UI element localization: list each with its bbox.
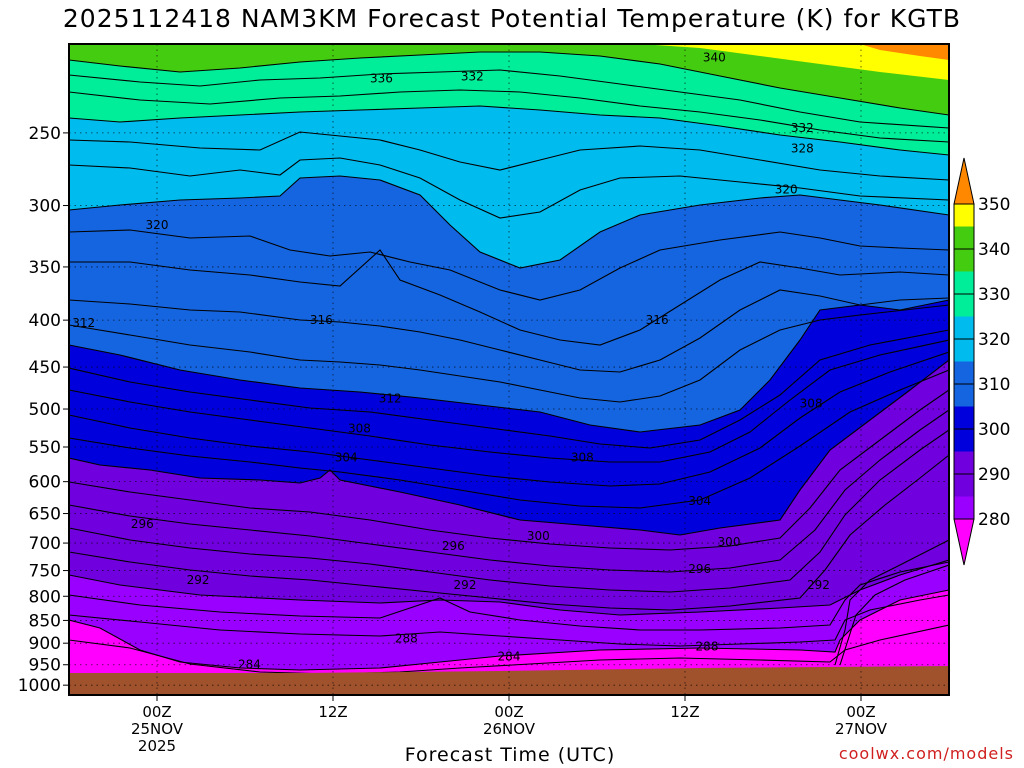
- y-tick-label: 450: [29, 358, 61, 378]
- colorbar-segment: [954, 429, 974, 452]
- gridlines: [69, 44, 949, 695]
- colorbar-label: 330: [978, 285, 1010, 305]
- contour-label: 284: [238, 658, 261, 672]
- y-tick-label: 350: [29, 258, 61, 278]
- colorbar-segment: [954, 361, 974, 384]
- contour-label: 308: [571, 451, 594, 465]
- y-tick-label: 700: [29, 534, 61, 554]
- y-tick-label: 1000: [18, 676, 61, 696]
- colorbar-segment: [954, 474, 974, 497]
- x-tick-label: 00Z: [846, 703, 875, 721]
- contour-label: 300: [527, 529, 550, 543]
- colorbar-max-arrow: [953, 157, 975, 205]
- contour-label: 340: [703, 51, 726, 65]
- terrain-edge: [69, 666, 949, 673]
- band-350: [860, 44, 949, 60]
- contour-label: 284: [498, 649, 521, 663]
- colorbar-segment: [954, 271, 974, 294]
- colorbar-label: 310: [978, 375, 1010, 395]
- contour-label: 288: [395, 632, 418, 646]
- contour-label: 332: [791, 121, 814, 135]
- contour-label: 312: [379, 392, 402, 406]
- colorbar-segment: [954, 496, 974, 519]
- colorbar-segment: [954, 339, 974, 362]
- chart-title: 2025112418 NAM3KM Forecast Potential Tem…: [62, 4, 962, 33]
- y-tick-label: 250: [29, 124, 61, 144]
- colorbar-label: 290: [978, 465, 1010, 485]
- contour-label: 316: [310, 313, 333, 327]
- contour-label: 332: [461, 69, 484, 83]
- x-tick-label: 27NOV: [835, 720, 888, 738]
- colorbar-min-arrow: [953, 518, 975, 566]
- contour-label: 292: [807, 578, 830, 592]
- contour-label: 292: [454, 578, 477, 592]
- y-tick-label: 300: [29, 197, 61, 217]
- y-tick-label: 500: [29, 400, 61, 420]
- band-340: [640, 44, 949, 80]
- contour-label: 328: [791, 142, 814, 156]
- y-tick-label: 850: [29, 611, 61, 631]
- y-tick-label: 950: [29, 656, 61, 676]
- contour-label: 308: [800, 396, 823, 410]
- contour-label: 296: [442, 539, 465, 553]
- contour-label: 304: [335, 451, 358, 465]
- contour-labels: 340 336 332 332 328 320 320 316 316 312 312 308 308 3…: [72, 51, 830, 672]
- x-tick-label: 12Z: [670, 703, 699, 721]
- x-tick-label: 26NOV: [483, 720, 536, 738]
- colorbar-label: 300: [978, 420, 1010, 440]
- contour-label: 320: [775, 182, 798, 196]
- colorbar-segment: [954, 384, 974, 407]
- y-tick-label: 550: [29, 438, 61, 458]
- contour-label: 296: [131, 517, 154, 531]
- contour-label: 320: [146, 218, 169, 232]
- y-tick-label: 750: [29, 562, 61, 582]
- y-tick-label: 800: [29, 587, 61, 607]
- colorbar-segment: [954, 294, 974, 317]
- colorbar-segment: [954, 451, 974, 474]
- colorbar-label: 340: [978, 240, 1010, 260]
- contour-label: 316: [646, 313, 669, 327]
- colorbar-label: 350: [978, 195, 1010, 215]
- colorbar-segment: [954, 316, 974, 339]
- contour-lines: [69, 51, 949, 675]
- y-axis: 250 300 350 400 450 500 550 600 650 700 750 800 850 9…: [18, 124, 69, 696]
- contour-label: 304: [688, 494, 711, 508]
- x-tick-label: 00Z: [494, 703, 523, 721]
- colorbar-segment: [954, 249, 974, 272]
- contour-label: 288: [696, 640, 719, 654]
- x-tick-label: 25NOV: [131, 720, 184, 738]
- contour-label: 336: [370, 71, 393, 85]
- y-tick-label: 650: [29, 505, 61, 525]
- contour-label: 296: [688, 562, 711, 576]
- contour-label: 300: [718, 535, 741, 549]
- contour-label: 312: [72, 316, 95, 330]
- ground-surface: [69, 673, 949, 695]
- y-tick-label: 600: [29, 473, 61, 493]
- x-axis-label: Forecast Time (UTC): [404, 744, 616, 766]
- contour-label: 308: [348, 421, 371, 435]
- y-tick-label: 900: [29, 634, 61, 654]
- colorbar-segment: [954, 406, 974, 429]
- colorbar-segment: [954, 226, 974, 249]
- colorbar-segment: [954, 204, 974, 227]
- x-tick-label: 2025: [138, 737, 176, 755]
- x-tick-label: 12Z: [318, 703, 347, 721]
- y-tick-label: 400: [29, 311, 61, 331]
- credit-link[interactable]: coolwx.com/models: [838, 744, 1014, 763]
- colorbar: 280 290 300 310 320 330 340 350: [953, 157, 1010, 566]
- colorbar-label: 320: [978, 330, 1010, 350]
- colorbar-label: 280: [978, 510, 1010, 530]
- band-336: [69, 44, 949, 115]
- x-tick-label: 00Z: [142, 703, 171, 721]
- contour-label: 292: [187, 573, 210, 587]
